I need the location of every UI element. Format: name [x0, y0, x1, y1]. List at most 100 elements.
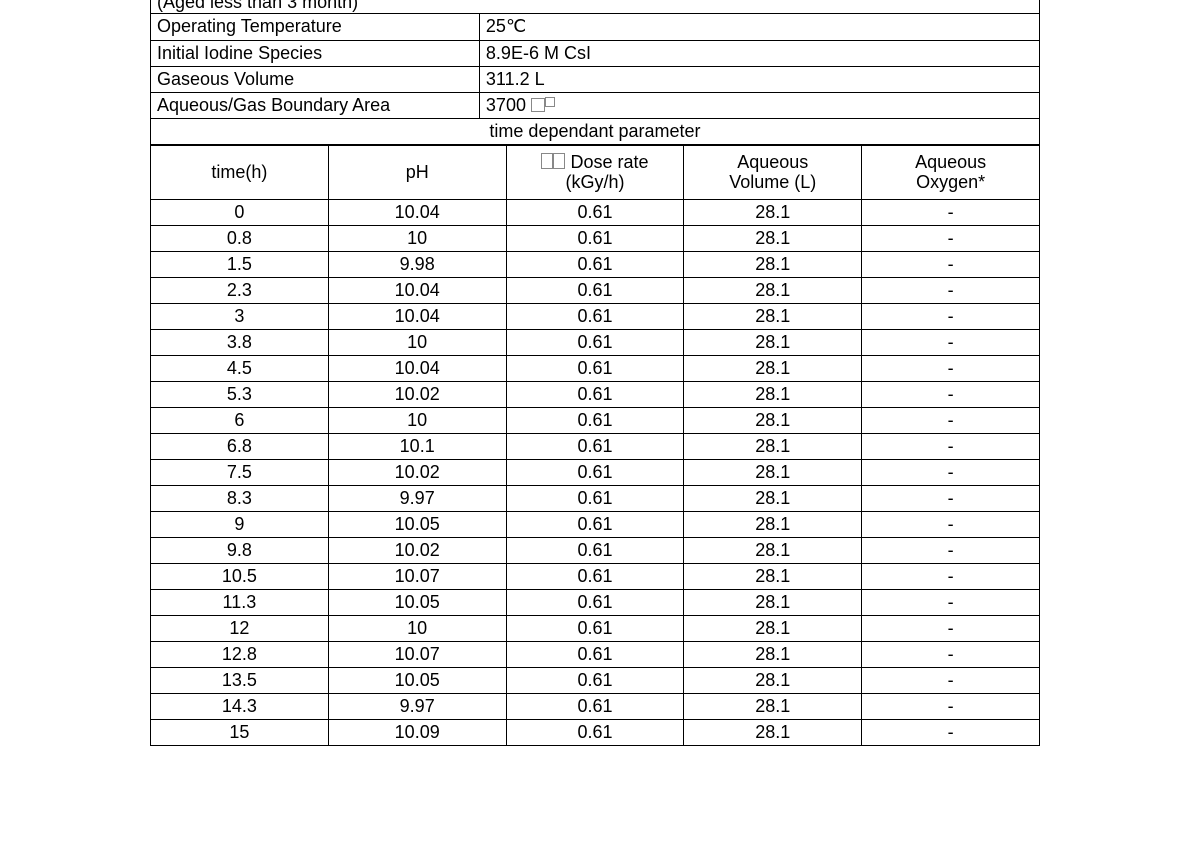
table-cell: 13.5 [151, 667, 329, 693]
table-row: 12.810.070.6128.1- [151, 641, 1040, 667]
table-cell: 11.3 [151, 589, 329, 615]
table-cell: 0.61 [506, 563, 684, 589]
column-header: pH [328, 145, 506, 199]
table-cell: 12.8 [151, 641, 329, 667]
table-cell: 0.61 [506, 589, 684, 615]
table-cell: 0.61 [506, 277, 684, 303]
column-header: AqueousOxygen* [862, 145, 1040, 199]
data-header-row: time(h)pH Dose rate(kGy/h)AqueousVolume … [151, 145, 1040, 199]
table-row: 8.39.970.6128.1- [151, 485, 1040, 511]
table-row: 2.310.040.6128.1- [151, 277, 1040, 303]
table-cell: - [862, 225, 1040, 251]
table-cell: 10.07 [328, 563, 506, 589]
table-row: 5.310.020.6128.1- [151, 381, 1040, 407]
table-row: 14.39.970.6128.1- [151, 693, 1040, 719]
table-cell: 28.1 [684, 277, 862, 303]
table-cell: - [862, 329, 1040, 355]
table-cell: 0.61 [506, 199, 684, 225]
table-cell: 9.8 [151, 537, 329, 563]
table-cell: 28.1 [684, 199, 862, 225]
parameter-row: Gaseous Volume311.2 L [151, 66, 1040, 92]
parameter-value: 25℃ [479, 14, 1039, 40]
page: (Aged less than 3 month) Operating Tempe… [0, 0, 1190, 843]
table-cell: 0.61 [506, 485, 684, 511]
table-cell: 14.3 [151, 693, 329, 719]
table-cell: 0.61 [506, 251, 684, 277]
data-tbody: 010.040.6128.1-0.8100.6128.1-1.59.980.61… [151, 199, 1040, 745]
table-cell: - [862, 537, 1040, 563]
table-cell: 3 [151, 303, 329, 329]
table-cell: 28.1 [684, 459, 862, 485]
parameters-tbody: Operating Temperature25℃Initial Iodine S… [151, 14, 1040, 118]
table-cell: 0.61 [506, 355, 684, 381]
table-cell: 28.1 [684, 407, 862, 433]
table-cell: 28.1 [684, 381, 862, 407]
parameters-table: Operating Temperature25℃Initial Iodine S… [150, 14, 1040, 119]
table-cell: 28.1 [684, 537, 862, 563]
table-row: 11.310.050.6128.1- [151, 589, 1040, 615]
table-cell: 6 [151, 407, 329, 433]
parameter-label: Aqueous/Gas Boundary Area [151, 92, 480, 118]
table-cell: 10.05 [328, 667, 506, 693]
table-cell: - [862, 459, 1040, 485]
table-cell: 28.1 [684, 355, 862, 381]
table-cell: 10 [328, 329, 506, 355]
table-cell: 10.05 [328, 511, 506, 537]
parameter-value: 311.2 L [479, 66, 1039, 92]
table-cell: 0.61 [506, 641, 684, 667]
table-cell: - [862, 251, 1040, 277]
table-cell: - [862, 199, 1040, 225]
table-cell: 1.5 [151, 251, 329, 277]
section-header: time dependant parameter [150, 119, 1040, 145]
table-cell: - [862, 303, 1040, 329]
table-cell: 0.61 [506, 381, 684, 407]
table-cell: 28.1 [684, 719, 862, 745]
table-cell: 0.61 [506, 667, 684, 693]
table-cell: 2.3 [151, 277, 329, 303]
table-cell: 0 [151, 199, 329, 225]
table-cell: 28.1 [684, 615, 862, 641]
table-row: 1510.090.6128.1- [151, 719, 1040, 745]
missing-glyph-icon [553, 153, 565, 169]
table-cell: 10 [328, 407, 506, 433]
table-cell: 0.61 [506, 329, 684, 355]
table-cell: 0.61 [506, 615, 684, 641]
cutoff-value: (Aged less than 3 month) [157, 0, 358, 13]
table-row: 13.510.050.6128.1- [151, 667, 1040, 693]
table-cell: 0.61 [506, 303, 684, 329]
parameter-label: Operating Temperature [151, 14, 480, 40]
table-cell: 0.61 [506, 719, 684, 745]
table-cell: 28.1 [684, 589, 862, 615]
cutoff-row: (Aged less than 3 month) [150, 0, 1040, 14]
table-cell: - [862, 641, 1040, 667]
table-row: 6100.6128.1- [151, 407, 1040, 433]
table-cell: - [862, 485, 1040, 511]
table-cell: 10.05 [328, 589, 506, 615]
table-cell: - [862, 355, 1040, 381]
table-cell: - [862, 381, 1040, 407]
table-cell: 12 [151, 615, 329, 641]
table-cell: - [862, 719, 1040, 745]
table-cell: 28.1 [684, 433, 862, 459]
table-cell: 9 [151, 511, 329, 537]
table-cell: 10.04 [328, 355, 506, 381]
table-row: 1.59.980.6128.1- [151, 251, 1040, 277]
table-cell: 10.5 [151, 563, 329, 589]
table-row: 12100.6128.1- [151, 615, 1040, 641]
table-row: 10.510.070.6128.1- [151, 563, 1040, 589]
table-cell: 0.61 [506, 225, 684, 251]
data-table: time(h)pH Dose rate(kGy/h)AqueousVolume … [150, 145, 1040, 746]
table-cell: 28.1 [684, 641, 862, 667]
table-cell: 28.1 [684, 329, 862, 355]
table-cell: 9.97 [328, 485, 506, 511]
table-cell: 28.1 [684, 303, 862, 329]
table-cell: 10.02 [328, 537, 506, 563]
table-cell: 10.04 [328, 199, 506, 225]
table-cell: 10.04 [328, 303, 506, 329]
table-cell: - [862, 563, 1040, 589]
table-row: 010.040.6128.1- [151, 199, 1040, 225]
table-cell: 0.61 [506, 433, 684, 459]
table-cell: 10.1 [328, 433, 506, 459]
column-header-label: Aqueous [690, 152, 855, 173]
table-cell: 28.1 [684, 693, 862, 719]
